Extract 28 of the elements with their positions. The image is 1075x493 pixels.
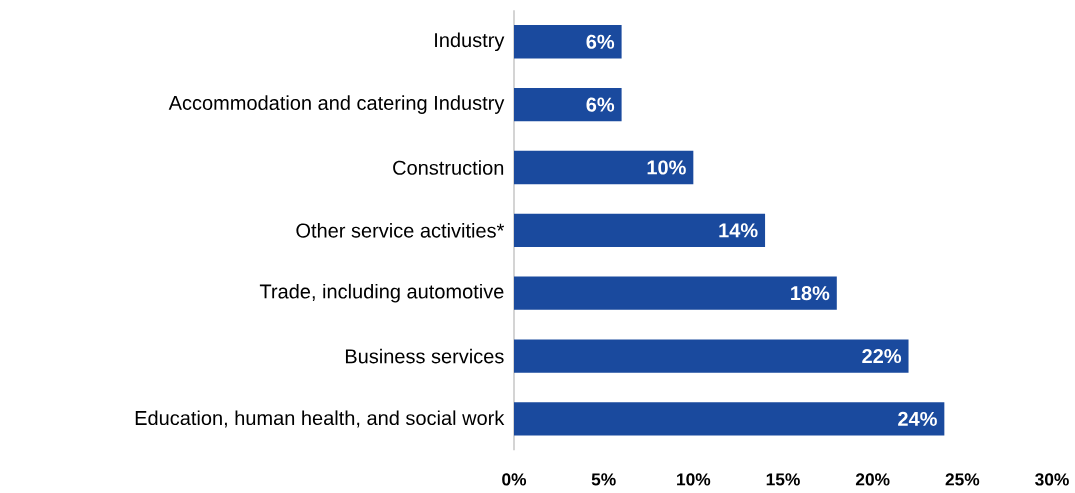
y-tick-label: Education, human health, and social work — [135, 410, 505, 428]
data-label: 6% — [586, 97, 615, 112]
x-tick-label: 0% — [502, 473, 527, 486]
data-label: 14% — [719, 223, 758, 238]
x-tick-label: 15% — [766, 473, 800, 486]
data-label: 22% — [862, 348, 902, 364]
y-tick-label: Accommodation and catering Industry — [168, 95, 505, 114]
bar — [514, 87, 622, 122]
y-tick-label: Construction — [393, 160, 504, 175]
bar — [514, 213, 766, 248]
y-tick-label: Other service activities* — [296, 223, 505, 238]
bar — [514, 402, 945, 436]
data-label: 18% — [791, 286, 830, 301]
data-label: 24% — [898, 411, 937, 426]
x-tick-label: 10% — [677, 473, 711, 486]
x-tick-label: 20% — [855, 473, 890, 486]
x-tick-label: 25% — [945, 473, 980, 486]
bar — [514, 276, 837, 310]
y-tick-label: Industry — [435, 32, 505, 52]
data-label: 6% — [586, 34, 615, 49]
x-tick-label: 30% — [1035, 473, 1069, 486]
bar — [514, 25, 622, 59]
y-tick-label: Business services — [345, 348, 504, 364]
x-tick-label: 5% — [591, 473, 616, 486]
bar — [514, 150, 694, 185]
data-label: 10% — [647, 160, 686, 175]
y-tick-label: Trade, including automotive — [259, 283, 504, 303]
bar — [514, 339, 909, 373]
